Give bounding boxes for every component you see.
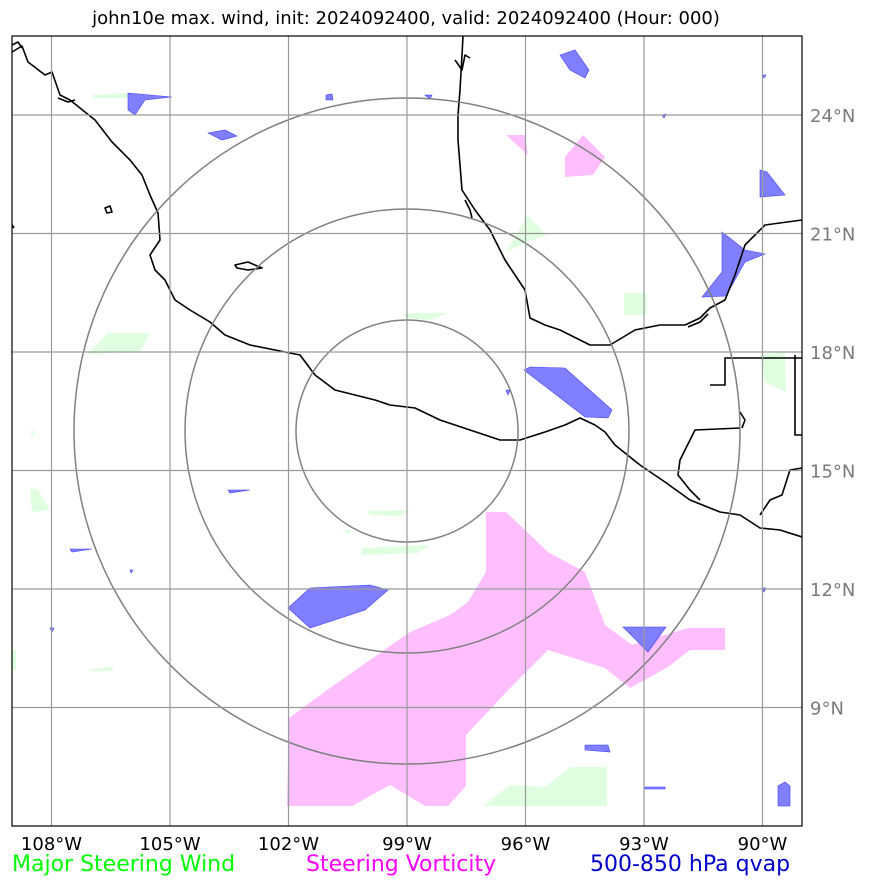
lat-tick-label: 24°N — [810, 106, 855, 127]
coast-detail-tamps — [464, 199, 473, 219]
plot-frame — [11, 35, 803, 827]
mexico-pacific-coast — [12, 45, 802, 538]
baja-coast-b — [57, 97, 76, 103]
honduras-coast — [759, 467, 802, 516]
guatemala-border — [677, 427, 741, 501]
wind-field — [12, 93, 786, 806]
lon-tick-label: 90°W — [738, 834, 788, 855]
vorticity-region-north-1 — [565, 135, 605, 177]
island-marias — [104, 205, 113, 214]
lat-tick-labels: 9°N 12°N 15°N 18°N 21°N 24°N — [810, 106, 855, 720]
coastlines — [12, 36, 802, 538]
legend-qvap: 500-850 hPa qvap — [590, 852, 791, 877]
lon-tick-label: 99°W — [382, 834, 432, 855]
chart-title: john10e max. wind, init: 2024092400, val… — [92, 8, 720, 29]
legend-vorticity: Steering Vorticity — [306, 852, 497, 877]
lat-tick-label: 15°N — [810, 462, 855, 483]
lon-tick-label: 108°W — [21, 834, 82, 855]
yucatan-inner — [687, 313, 709, 328]
lon-tick-label: 102°W — [258, 834, 319, 855]
baja-coast-a — [12, 41, 23, 49]
belize-coast — [739, 411, 746, 429]
lat-tick-label: 9°N — [810, 699, 844, 720]
lat-tick-label: 12°N — [810, 580, 855, 601]
coast-detail-gulf — [454, 54, 471, 71]
lon-tick-label: 96°W — [501, 834, 551, 855]
lon-tick-label: 105°W — [139, 834, 200, 855]
cuba-edge — [794, 355, 802, 436]
vorticity-region-north-2 — [506, 135, 528, 155]
mexico-gulf-coast — [457, 36, 802, 346]
vorticity-region-main — [287, 512, 725, 806]
gridlines — [12, 36, 802, 826]
legend-wind: Major Steering Wind — [12, 852, 236, 877]
lat-tick-label: 21°N — [810, 225, 855, 246]
lon-tick-labels: 108°W 105°W 102°W 99°W 96°W 93°W 90°W — [21, 834, 788, 855]
belize-border — [710, 357, 802, 386]
vorticity-field — [287, 135, 725, 806]
lat-tick-label: 18°N — [810, 343, 855, 364]
lon-tick-label: 93°W — [619, 834, 669, 855]
